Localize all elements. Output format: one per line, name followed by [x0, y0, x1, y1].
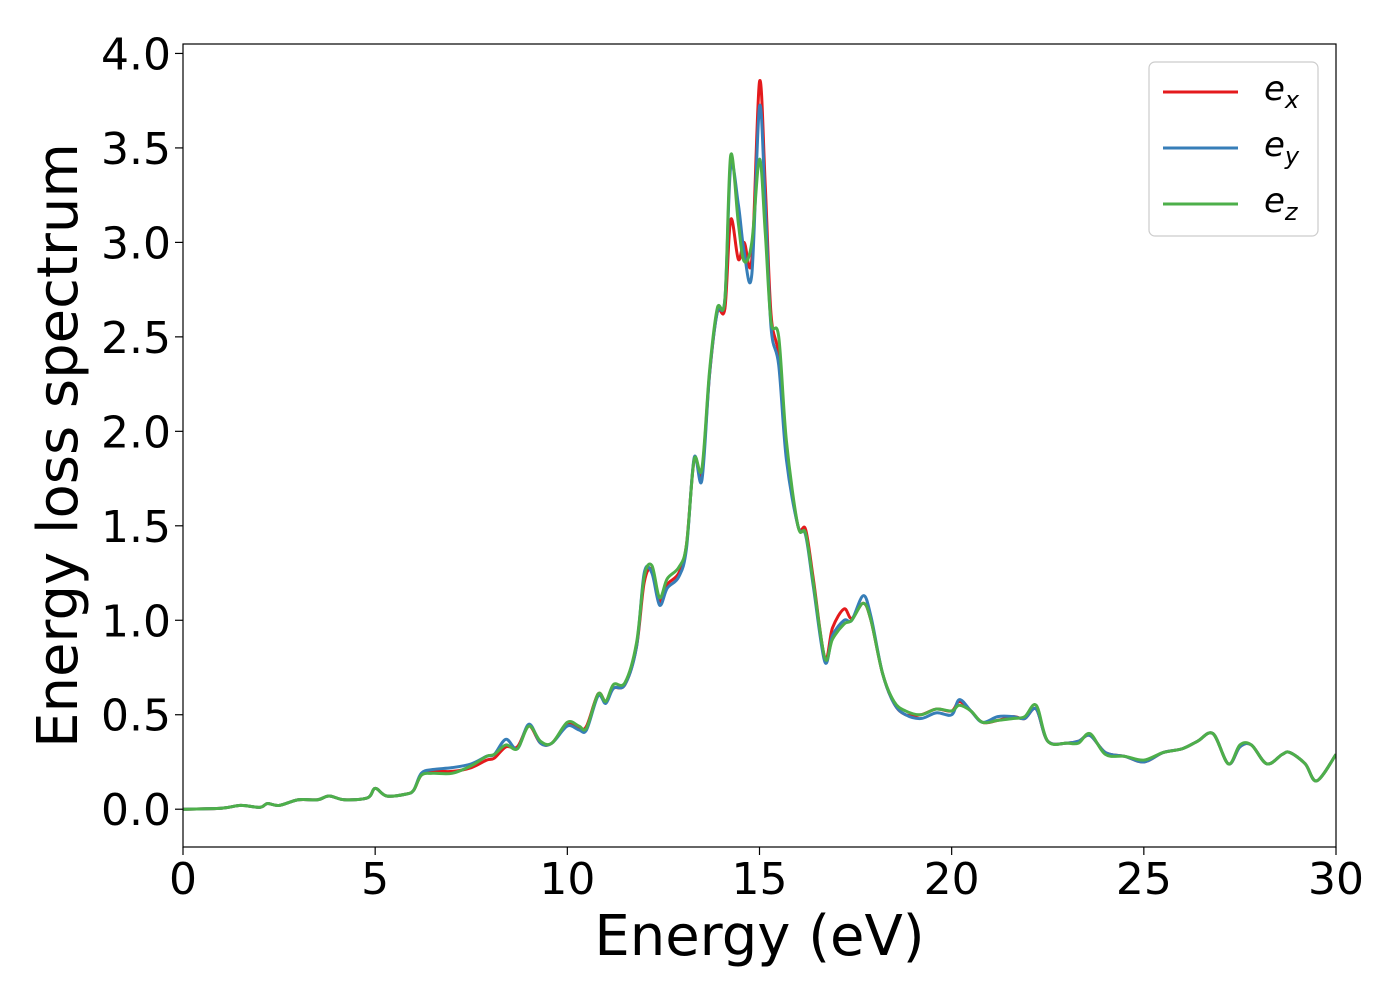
- x-tick-label: 0: [169, 854, 197, 905]
- legend-label-subscript: z: [1284, 198, 1299, 226]
- legend-label-base: e: [1264, 125, 1285, 165]
- y-tick-label: 2.0: [101, 407, 171, 458]
- x-tick-label: 10: [539, 854, 595, 905]
- y-axis: 0.0 0.5 1.0 1.5 2.0 2.5 3.0 3.5 4.0: [101, 29, 183, 836]
- x-tick-label: 5: [361, 854, 389, 905]
- y-tick-label: 1.0: [101, 596, 171, 647]
- legend-label-subscript: y: [1284, 142, 1300, 170]
- legend-label-base: e: [1264, 69, 1285, 109]
- legend-label-y: ey: [1264, 125, 1300, 170]
- x-tick-label: 20: [924, 854, 980, 905]
- x-tick-label: 25: [1116, 854, 1172, 905]
- legend-label-x: ex: [1264, 69, 1300, 114]
- series-line-z: [183, 152, 1336, 811]
- y-tick-label: 3.0: [101, 218, 171, 269]
- x-axis-title: Energy (eV): [594, 904, 924, 969]
- y-tick-label: 3.5: [101, 124, 171, 175]
- legend-label-subscript: x: [1284, 86, 1300, 114]
- y-axis-title: Energy loss spectrum: [26, 143, 91, 748]
- y-tick-label: 2.5: [101, 313, 171, 364]
- legend-label-base: e: [1264, 181, 1285, 221]
- y-tick-label: 0.0: [101, 785, 171, 836]
- series-layer: [183, 79, 1336, 811]
- y-tick-label: 1.5: [101, 502, 171, 553]
- y-tick-label: 0.5: [101, 691, 171, 742]
- x-axis: 0 5 10 15 20 25 30: [169, 847, 1364, 905]
- x-tick-label: 15: [732, 854, 788, 905]
- legend-label-z: ez: [1264, 181, 1299, 226]
- x-tick-label: 30: [1308, 854, 1364, 905]
- y-tick-label: 4.0: [101, 29, 171, 80]
